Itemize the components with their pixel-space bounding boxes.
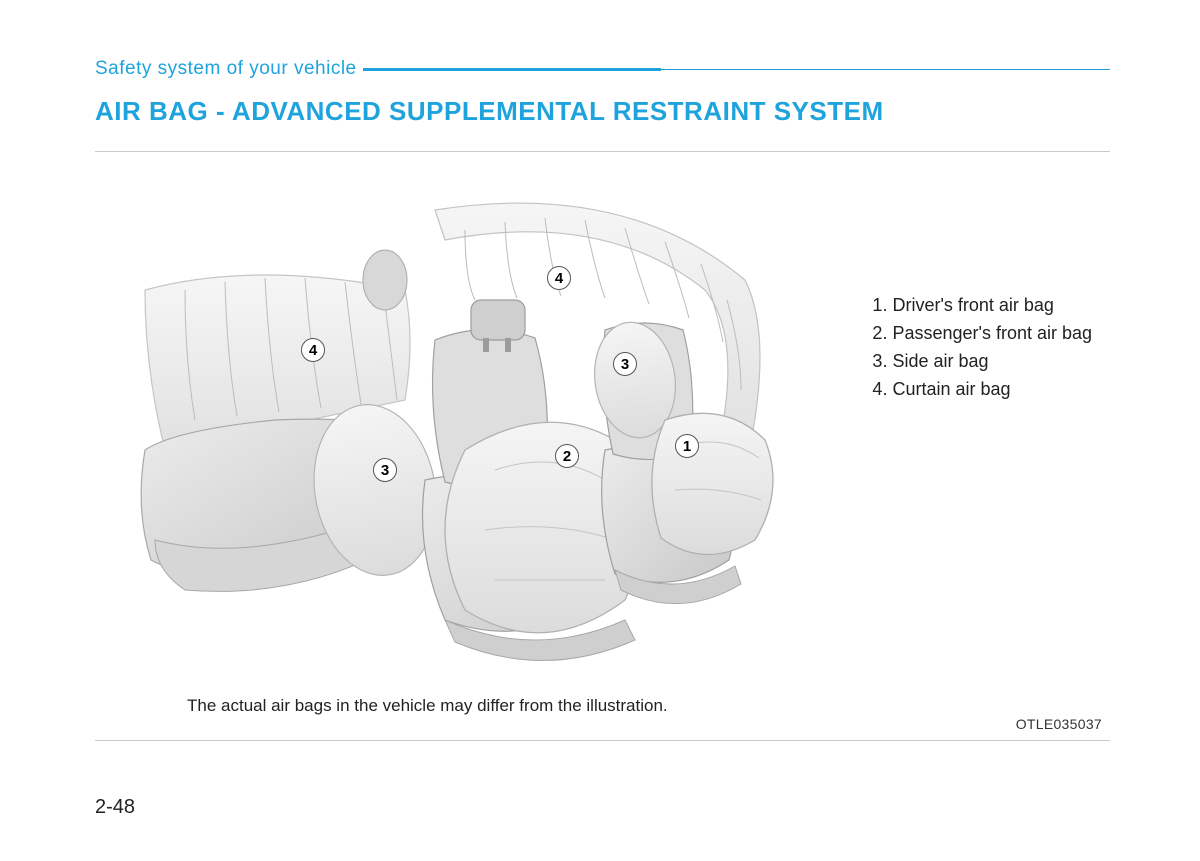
- figure-caption: The actual air bags in the vehicle may d…: [187, 696, 668, 716]
- callout-badge: 4: [547, 266, 571, 290]
- legend-num: 4: [872, 379, 882, 399]
- legend: 1. Driver's front air bag 2. Passenger's…: [872, 292, 1092, 404]
- legend-label: Driver's front air bag: [892, 295, 1054, 315]
- breadcrumb-underline-thin: [661, 69, 1110, 70]
- legend-item: 1. Driver's front air bag: [872, 292, 1092, 320]
- legend-label: Passenger's front air bag: [892, 323, 1092, 343]
- legend-label: Curtain air bag: [892, 379, 1010, 399]
- legend-item: 2. Passenger's front air bag: [872, 320, 1092, 348]
- callout-badge: 3: [613, 352, 637, 376]
- airbag-diagram: 4 4 3 3 2 1: [105, 170, 785, 690]
- callout-badge: 2: [555, 444, 579, 468]
- page-number: 2-48: [95, 796, 135, 819]
- callout-badge: 3: [373, 458, 397, 482]
- header-breadcrumb-row: Safety system of your vehicle: [95, 58, 1110, 80]
- legend-num: 1: [872, 295, 882, 315]
- breadcrumb: Safety system of your vehicle: [95, 58, 357, 80]
- legend-num: 3: [872, 351, 882, 371]
- figure-code: OTLE035037: [1016, 716, 1102, 732]
- callout-badge: 1: [675, 434, 699, 458]
- legend-item: 4. Curtain air bag: [872, 376, 1092, 404]
- breadcrumb-underline-thick: [363, 68, 661, 71]
- legend-item: 3. Side air bag: [872, 348, 1092, 376]
- airbag-illustration-svg: [105, 170, 785, 690]
- legend-label: Side air bag: [892, 351, 988, 371]
- page-title: AIR BAG - ADVANCED SUPPLEMENTAL RESTRAIN…: [95, 96, 1110, 127]
- legend-num: 2: [872, 323, 882, 343]
- callout-badge: 4: [301, 338, 325, 362]
- figure-panel: 4 4 3 3 2 1 1. Driver's front air bag 2. Pass…: [95, 151, 1110, 741]
